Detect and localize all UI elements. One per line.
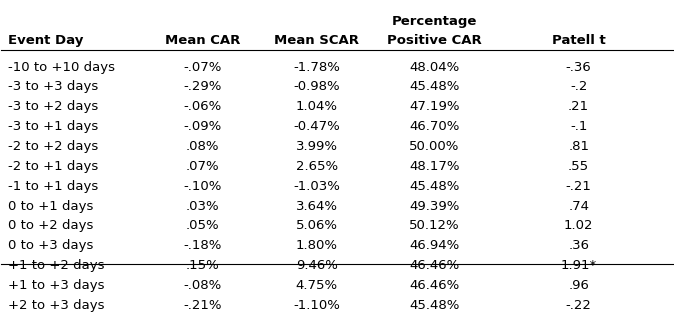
Text: Patell t: Patell t [552,34,605,47]
Text: +1 to +2 days: +1 to +2 days [8,259,104,272]
Text: -.36: -.36 [565,61,592,74]
Text: 5.06%: 5.06% [296,219,338,233]
Text: -0.47%: -0.47% [293,120,340,133]
Text: -.07%: -.07% [183,61,222,74]
Text: 46.70%: 46.70% [409,120,460,133]
Text: -.21%: -.21% [183,299,222,312]
Text: 0 to +2 days: 0 to +2 days [8,219,94,233]
Text: 0 to +1 days: 0 to +1 days [8,200,94,213]
Text: 46.94%: 46.94% [409,239,460,252]
Text: 0 to +3 days: 0 to +3 days [8,239,94,252]
Text: .21: .21 [568,100,589,113]
Text: .36: .36 [568,239,589,252]
Text: -.1: -.1 [570,120,587,133]
Text: 45.48%: 45.48% [409,80,460,94]
Text: 3.64%: 3.64% [296,200,338,213]
Text: -.2: -.2 [570,80,587,94]
Text: Positive CAR: Positive CAR [387,34,482,47]
Text: -.18%: -.18% [183,239,222,252]
Text: -1 to +1 days: -1 to +1 days [8,180,98,193]
Text: -.10%: -.10% [183,180,222,193]
Text: 48.04%: 48.04% [409,61,460,74]
Text: -3 to +1 days: -3 to +1 days [8,120,98,133]
Text: -.08%: -.08% [183,279,222,292]
Text: 46.46%: 46.46% [409,279,460,292]
Text: -.29%: -.29% [183,80,222,94]
Text: -10 to +10 days: -10 to +10 days [8,61,115,74]
Text: 50.12%: 50.12% [409,219,460,233]
Text: .74: .74 [568,200,589,213]
Text: Event Day: Event Day [8,34,84,47]
Text: +2 to +3 days: +2 to +3 days [8,299,104,312]
Text: 50.00%: 50.00% [409,140,460,153]
Text: 9.46%: 9.46% [296,259,338,272]
Text: 48.17%: 48.17% [409,160,460,173]
Text: -.21: -.21 [565,180,592,193]
Text: Mean CAR: Mean CAR [165,34,241,47]
Text: .03%: .03% [186,200,220,213]
Text: 1.80%: 1.80% [296,239,338,252]
Text: .81: .81 [568,140,589,153]
Text: 47.19%: 47.19% [409,100,460,113]
Text: -.06%: -.06% [183,100,222,113]
Text: -1.03%: -1.03% [293,180,340,193]
Text: 4.75%: 4.75% [296,279,338,292]
Text: 1.91*: 1.91* [561,259,596,272]
Text: -3 to +2 days: -3 to +2 days [8,100,98,113]
Text: .07%: .07% [186,160,220,173]
Text: -.09%: -.09% [183,120,222,133]
Text: .08%: .08% [186,140,220,153]
Text: 45.48%: 45.48% [409,180,460,193]
Text: 46.46%: 46.46% [409,259,460,272]
Text: -2 to +2 days: -2 to +2 days [8,140,98,153]
Text: 45.48%: 45.48% [409,299,460,312]
Text: Mean SCAR: Mean SCAR [274,34,359,47]
Text: -0.98%: -0.98% [294,80,340,94]
Text: 1.02: 1.02 [564,219,593,233]
Text: 1.04%: 1.04% [296,100,338,113]
Text: .55: .55 [568,160,589,173]
Text: Percentage: Percentage [392,15,477,28]
Text: -1.78%: -1.78% [293,61,340,74]
Text: 3.99%: 3.99% [296,140,338,153]
Text: -1.10%: -1.10% [293,299,340,312]
Text: +1 to +3 days: +1 to +3 days [8,279,104,292]
Text: 49.39%: 49.39% [409,200,460,213]
Text: .05%: .05% [186,219,220,233]
Text: 2.65%: 2.65% [296,160,338,173]
Text: .96: .96 [568,279,589,292]
Text: -3 to +3 days: -3 to +3 days [8,80,98,94]
Text: -.22: -.22 [565,299,592,312]
Text: -2 to +1 days: -2 to +1 days [8,160,98,173]
Text: .15%: .15% [186,259,220,272]
